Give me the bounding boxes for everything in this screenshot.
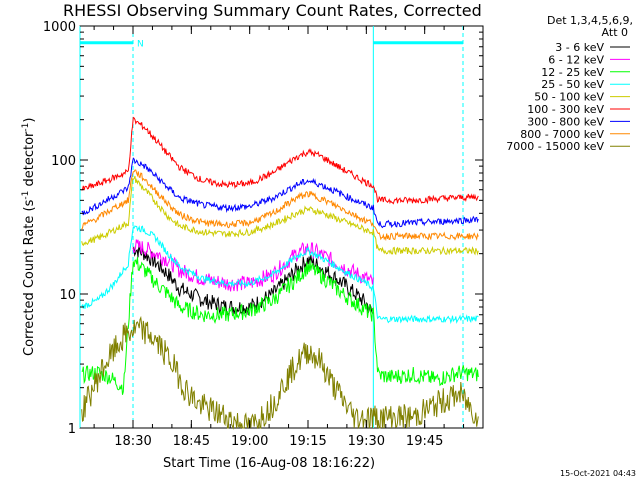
- y-axis-label-mid: detector: [22, 131, 37, 191]
- legend-label-4: 50 - 100 keV: [534, 91, 604, 104]
- y-tick-label-3: 1000: [43, 20, 76, 35]
- y-axis-label-exp2: -1: [21, 123, 31, 132]
- x-tick-label-4: 19:30: [348, 434, 385, 449]
- legend-label-1: 6 - 12 keV: [548, 53, 604, 66]
- legend-label-7: 800 - 7000 keV: [520, 128, 604, 141]
- series-layer: [81, 116, 479, 430]
- x-tick-label-1: 18:45: [173, 434, 210, 449]
- legend-header-line1: Det 1,3,4,5,6,9,: [547, 14, 633, 27]
- y-axis-label: Corrected Count Rate (s-1 detector-1): [21, 118, 37, 356]
- y-axis-label-end: ): [22, 118, 37, 123]
- legend-label-2: 12 - 25 keV: [541, 66, 604, 79]
- series-line-8: [81, 315, 479, 430]
- chart-title: RHESSI Observing Summary Count Rates, Co…: [63, 1, 482, 20]
- y-tick-label-1: 10: [59, 288, 76, 303]
- x-tick-label-3: 19:15: [289, 434, 326, 449]
- legend-label-6: 300 - 800 keV: [527, 115, 604, 128]
- legend-label-5: 100 - 300 keV: [527, 103, 604, 116]
- legend-label-3: 25 - 50 keV: [541, 78, 604, 91]
- series-line-4: [81, 175, 479, 256]
- series-line-6: [81, 157, 479, 229]
- series-line-3: [81, 225, 479, 325]
- y-axis-label-exp1: -1: [21, 191, 31, 200]
- series-line-2: [81, 257, 479, 395]
- night-marker-label: N: [137, 40, 144, 50]
- y-axis-label-main: Corrected Count Rate (s: [22, 199, 37, 356]
- series-line-1: [132, 239, 374, 292]
- ticks-layer: 18:30 18:45 19:00 19:15 19:30 19:45 1 10 100 1000: [43, 20, 484, 449]
- plot-frame: [79, 25, 484, 429]
- x-tick-label-2: 19:00: [231, 434, 268, 449]
- x-tick-label-5: 19:45: [406, 434, 443, 449]
- legend-label-8: 7000 - 15000 keV: [506, 140, 604, 153]
- legend-header-line2: Att 0: [602, 26, 628, 39]
- series-line-7: [81, 169, 479, 242]
- y-tick-label-2: 100: [51, 154, 76, 169]
- y-tick-label-0: 1: [68, 422, 76, 437]
- series-line-5: [81, 116, 479, 205]
- x-axis-label: Start Time (16-Aug-08 18:16:22): [163, 456, 375, 471]
- x-tick-label-0: 18:30: [114, 434, 151, 449]
- footer-timestamp: 15-Oct-2021 04:43: [560, 469, 636, 478]
- annotation-layer: N: [79, 26, 464, 428]
- legend-label-0: 3 - 6 keV: [555, 41, 604, 54]
